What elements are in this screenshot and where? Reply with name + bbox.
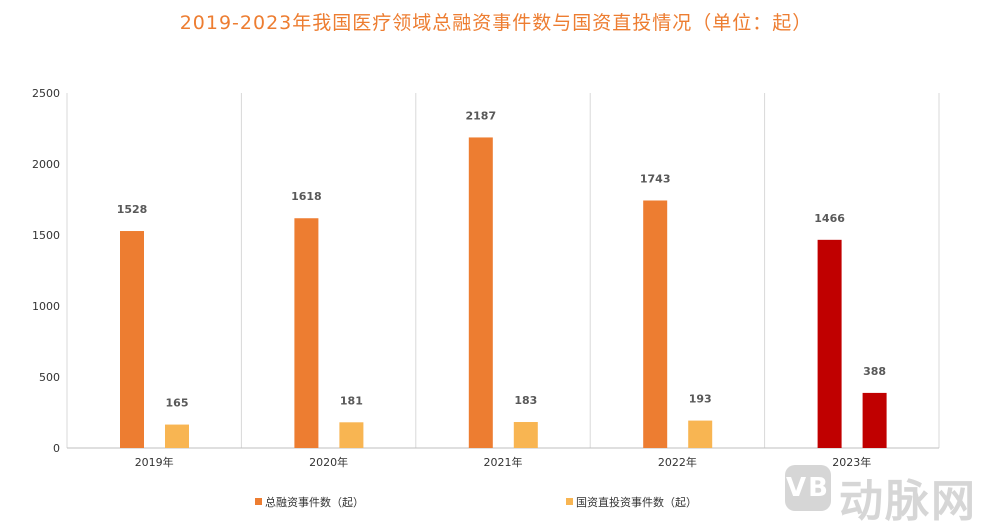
x-tick-label: 2019年	[135, 455, 174, 469]
y-tick-label: 2500	[32, 87, 60, 100]
bar	[688, 420, 713, 448]
bar	[339, 422, 364, 448]
data-label: 2187	[465, 109, 496, 122]
chart-title: 2019-2023年我国医疗领域总融资事件数与国资直投情况（单位：起）	[179, 12, 813, 34]
data-label: 193	[689, 393, 712, 406]
bar	[513, 422, 538, 448]
bar	[165, 424, 189, 448]
x-tick-label: 2021年	[484, 455, 523, 469]
bar	[294, 218, 319, 448]
x-tick-label: 2023年	[832, 455, 871, 469]
data-label: 1618	[291, 190, 322, 203]
legend-swatch	[566, 498, 573, 505]
y-tick-label: 1000	[32, 300, 60, 313]
bar	[817, 239, 842, 448]
data-label: 1743	[640, 172, 671, 185]
watermark-logo: VB 动脉网	[785, 465, 977, 529]
watermark-icon: VB	[785, 465, 831, 511]
y-tick-label: 0	[53, 442, 60, 455]
bar	[120, 231, 144, 448]
data-label: 1466	[814, 212, 845, 225]
legend-label: 国资直投资事件数（起）	[576, 495, 697, 509]
legend-label: 总融资事件数（起）	[265, 495, 364, 509]
data-label: 165	[166, 397, 189, 410]
data-label: 181	[340, 394, 363, 407]
data-label: 1528	[117, 203, 148, 216]
data-label: 183	[514, 394, 537, 407]
y-tick-label: 2000	[32, 158, 60, 171]
bar	[468, 137, 493, 449]
bar	[643, 200, 668, 448]
y-tick-label: 1500	[32, 229, 60, 242]
x-tick-label: 2020年	[309, 455, 348, 469]
x-tick-label: 2022年	[658, 455, 697, 469]
legend-swatch	[255, 498, 262, 505]
data-label: 388	[863, 365, 886, 378]
y-tick-label: 500	[39, 371, 60, 384]
bar	[862, 392, 887, 448]
